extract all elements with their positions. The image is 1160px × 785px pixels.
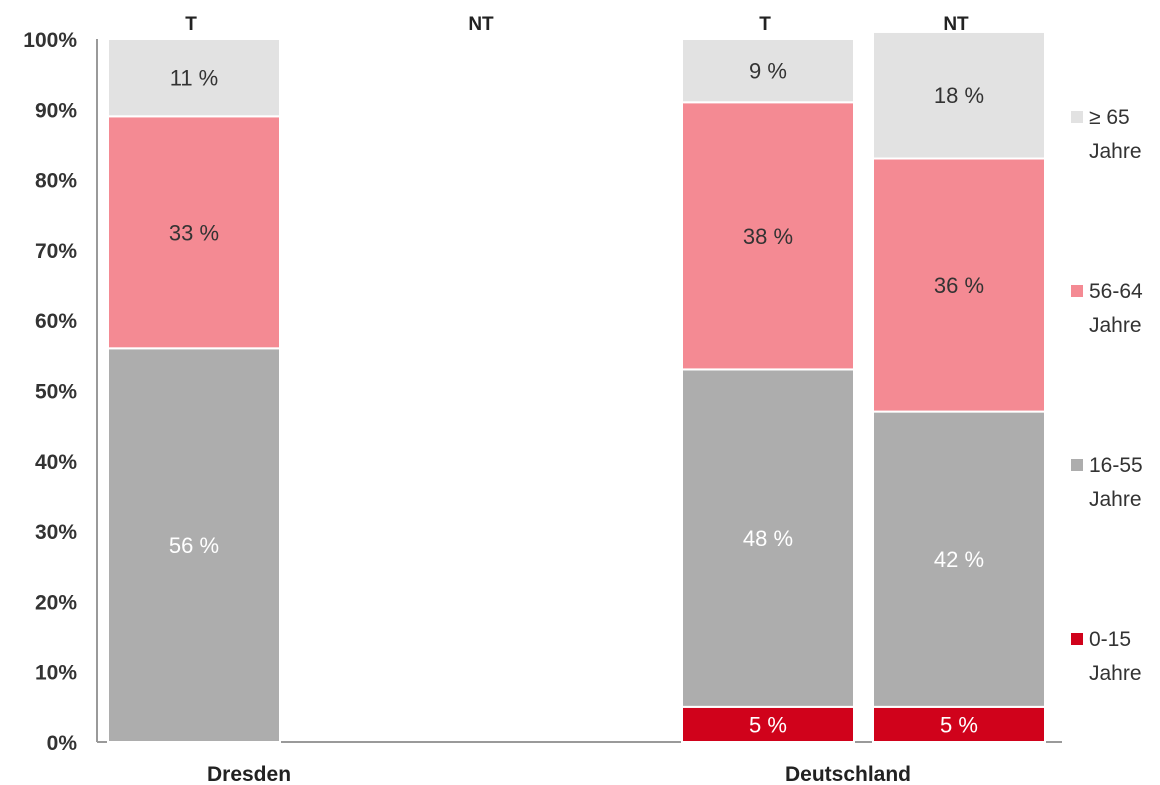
legend-label: Jahre	[1089, 488, 1142, 511]
legend-label: 16-55	[1089, 454, 1143, 477]
y-tick-label: 20%	[35, 591, 77, 614]
data-label: 11 %	[170, 66, 219, 91]
column-top-labels: T NT T NT	[185, 14, 969, 35]
bar-segment	[681, 705, 855, 743]
bar-segment	[681, 101, 855, 371]
y-tick-label: 90%	[35, 99, 77, 122]
legend-swatch	[1071, 285, 1083, 297]
y-tick-label: 50%	[35, 381, 77, 404]
data-label: 56 %	[169, 533, 219, 558]
legend: ≥ 65 Jahre 56-64 Jahre 16-55 Jahre 0-15 Jahre	[1071, 106, 1143, 685]
column-label: NT	[943, 14, 969, 35]
y-tick-label: 30%	[35, 521, 77, 544]
group-labels: Dresden Deutschland	[207, 763, 911, 785]
data-label: 9 %	[749, 59, 787, 84]
data-label: 5 %	[749, 712, 787, 737]
bar-segment	[681, 38, 855, 104]
y-tick-label: 70%	[35, 240, 77, 263]
y-tick-label: 60%	[35, 310, 77, 333]
bar-segment	[107, 38, 281, 118]
legend-swatch	[1071, 459, 1083, 471]
legend-label: 0-15	[1089, 628, 1131, 651]
data-label: 18 %	[934, 83, 984, 108]
data-label: 33 %	[169, 220, 219, 245]
y-tick-label: 10%	[35, 662, 77, 685]
y-tick-labels: 0% 10% 20% 30% 40% 50% 60% 70% 80% 90% 100%	[23, 29, 77, 755]
column-label: NT	[468, 14, 494, 35]
legend-swatch	[1071, 111, 1083, 123]
bar-segment	[872, 30, 1046, 160]
y-tick-label: 40%	[35, 451, 77, 474]
bar-segment	[872, 705, 1046, 743]
bar-segment	[107, 347, 281, 743]
group-label: Deutschland	[785, 763, 911, 785]
legend-label: Jahre	[1089, 314, 1142, 337]
legend-label: Jahre	[1089, 140, 1142, 163]
data-label: 42 %	[934, 547, 984, 572]
legend-swatch	[1071, 633, 1083, 645]
column-label: T	[185, 14, 197, 35]
data-label: 38 %	[743, 224, 793, 249]
data-label: 48 %	[743, 526, 793, 551]
legend-label: ≥ 65	[1089, 106, 1130, 129]
y-tick-label: 0%	[47, 732, 78, 755]
data-label: 5 %	[940, 712, 978, 737]
y-tick-label: 100%	[23, 29, 77, 52]
bars-layer: 56 % 33 % 11 % 5 % 48 % 38 % 9 % 5 % 42 % 36 % 18 …	[107, 30, 1046, 743]
bar-segment	[872, 410, 1046, 708]
group-label: Dresden	[207, 763, 291, 785]
legend-label: Jahre	[1089, 662, 1142, 685]
bar-segment	[681, 368, 855, 708]
legend-label: 56-64	[1089, 280, 1143, 303]
y-tick-label: 80%	[35, 170, 77, 193]
column-label: T	[759, 14, 771, 35]
data-label: 36 %	[934, 273, 984, 298]
